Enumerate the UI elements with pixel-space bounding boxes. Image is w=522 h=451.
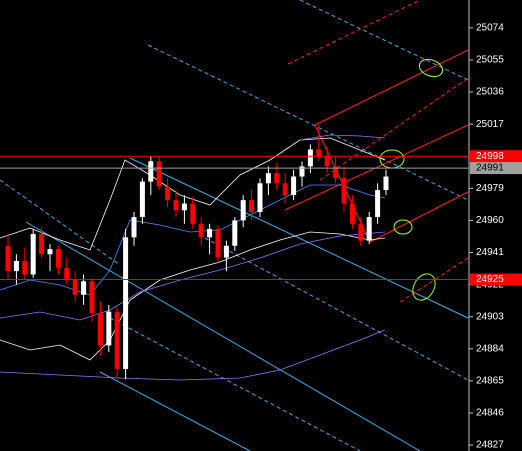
candle-body [265, 173, 271, 184]
candle-body [240, 200, 246, 221]
candle-body [173, 200, 179, 211]
channel-line [299, 0, 469, 81]
highlight-ellipse [418, 58, 444, 78]
candle-body [349, 203, 355, 224]
candle-body [215, 228, 221, 258]
highlight-ellipse [393, 219, 413, 235]
candle-body [358, 223, 364, 241]
candle-body [165, 186, 171, 201]
y-tick-label: 24846 [476, 408, 504, 419]
candle-body [282, 183, 288, 196]
candle-body [89, 281, 95, 314]
candle-body [274, 173, 280, 184]
drawing-tools [0, 0, 469, 451]
price-label: 24925 [476, 274, 504, 285]
band-line [299, 134, 386, 141]
price-label-box [470, 273, 522, 286]
candle-body [30, 233, 36, 275]
band-line [0, 184, 386, 296]
candle-body [181, 203, 187, 211]
y-tick-label: 25017 [476, 119, 504, 130]
pitchfork-line [314, 49, 469, 126]
candle-body [148, 161, 154, 182]
candle-body [307, 149, 313, 167]
y-tick-label: 24884 [476, 343, 504, 354]
candle-body [13, 260, 19, 272]
price-label: 24991 [476, 163, 504, 174]
candle-body [223, 245, 229, 258]
pitchfork-line [369, 191, 469, 243]
candle-body [97, 313, 103, 346]
price-label-box [470, 150, 522, 163]
y-tick-label: 24960 [476, 215, 504, 226]
highlight-ellipse [412, 273, 436, 301]
y-tick-label: 25036 [476, 87, 504, 98]
y-tick-label: 24941 [476, 247, 504, 258]
y-tick-label: 24903 [476, 311, 504, 322]
candle-body [249, 200, 255, 212]
candle-body [198, 223, 204, 238]
candle-body [383, 176, 389, 191]
y-tick-label: 24865 [476, 376, 504, 387]
candle-body [341, 178, 347, 204]
candle-body [316, 149, 322, 157]
candle-body [333, 166, 339, 179]
candle-body [22, 260, 28, 275]
candle-body [131, 217, 137, 238]
pitchfork-line [284, 124, 469, 211]
candle-body [190, 203, 196, 224]
channel-line [99, 371, 251, 451]
band-line [0, 329, 386, 381]
candle-body [291, 176, 297, 196]
candle-body [366, 217, 372, 241]
y-tick-label: 24979 [476, 183, 504, 194]
y-tick-label: 25074 [476, 23, 504, 34]
price-label: 24998 [476, 151, 504, 162]
price-label-box [470, 162, 522, 175]
candle-body [55, 249, 61, 268]
candle-body [39, 233, 45, 255]
candle-body [299, 166, 305, 177]
candle-body [207, 228, 213, 238]
channel-line [147, 44, 469, 201]
channel-line [129, 157, 469, 319]
channel-line [0, 179, 121, 266]
channel-line [25, 221, 421, 451]
candle-body [114, 311, 120, 370]
pitchfork-line [287, 0, 421, 65]
band-line [0, 137, 386, 251]
candle-body [257, 183, 263, 212]
band-line [0, 231, 386, 361]
candle-body [232, 220, 238, 246]
candle-body [324, 156, 330, 167]
candle-body [106, 311, 112, 346]
candle-body [72, 279, 78, 295]
candle-body [5, 245, 11, 272]
candle-body [123, 237, 129, 370]
candle-body [139, 181, 145, 218]
candle-body [47, 249, 53, 255]
candle-body [375, 190, 381, 218]
candle-body [156, 161, 162, 187]
pitchfork-line [319, 77, 469, 181]
candle-body [81, 281, 87, 295]
candle-body [64, 267, 70, 280]
channel-line [109, 317, 361, 451]
y-tick-label: 24827 [476, 440, 504, 451]
y-tick-label: 25055 [476, 55, 504, 66]
